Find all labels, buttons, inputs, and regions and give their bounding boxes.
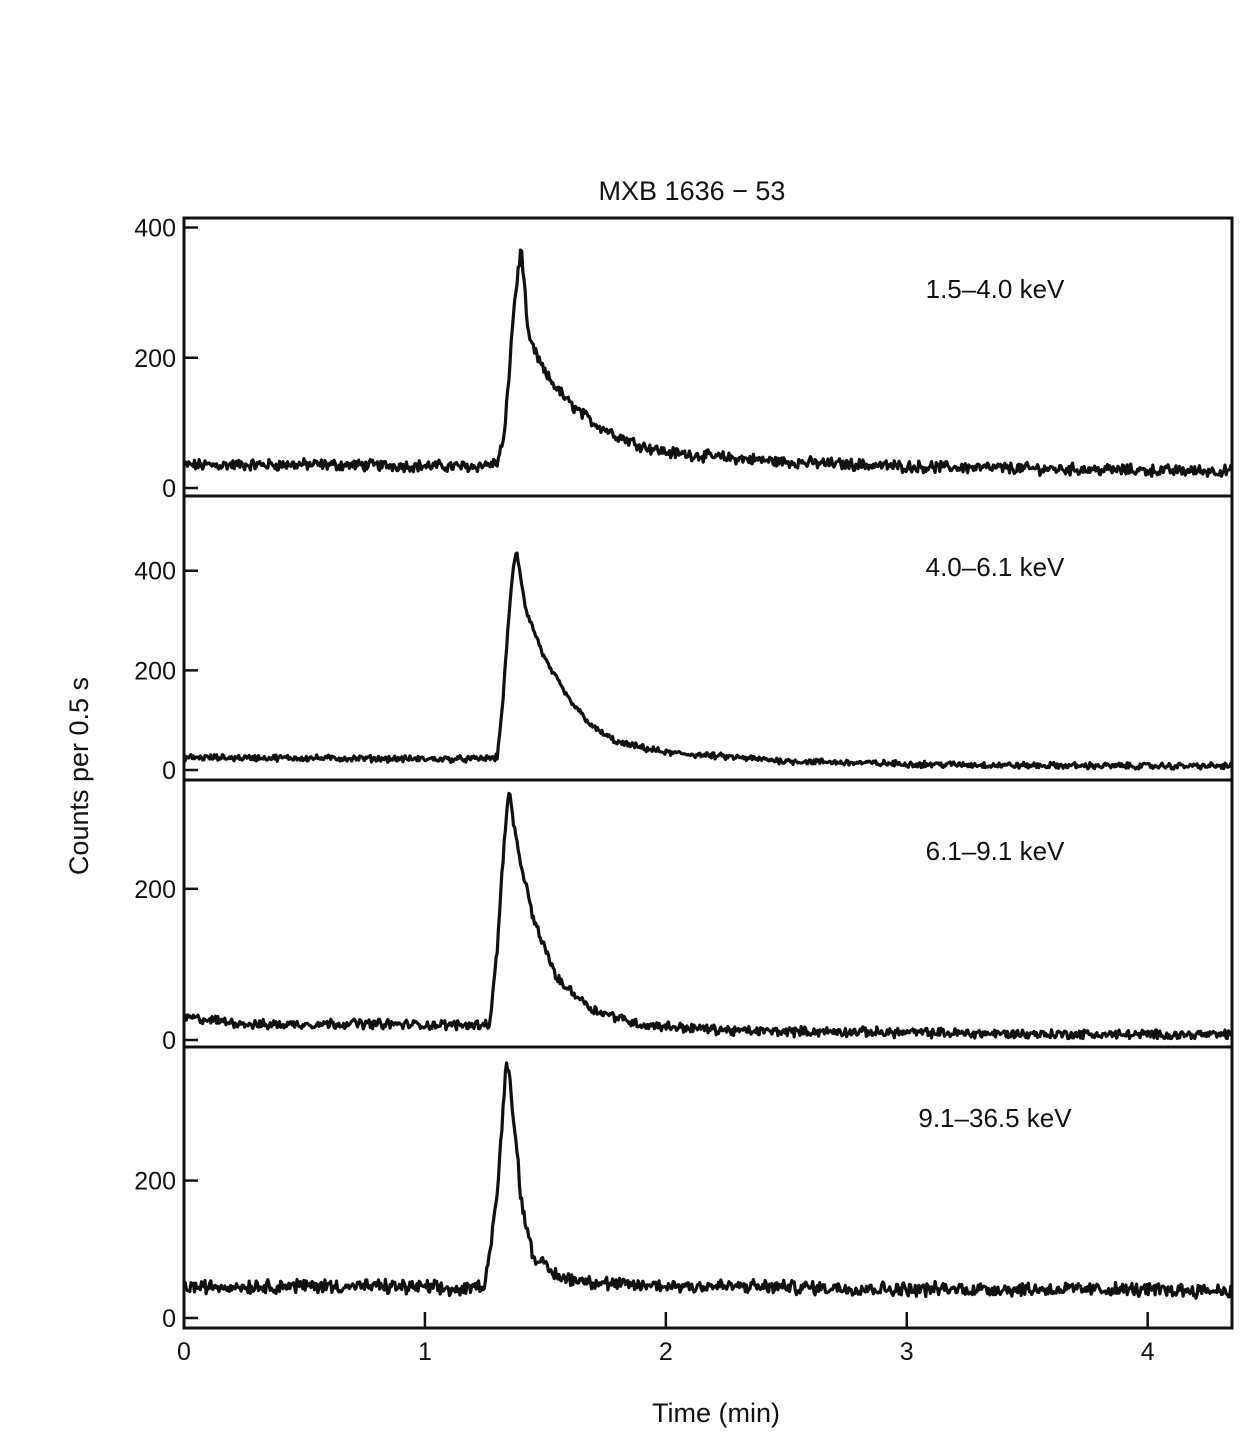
y-tick-label: 200 (134, 1168, 176, 1196)
panel-frame (182, 494, 1234, 782)
y-tick-label: 200 (134, 657, 176, 685)
y-tick-label: 400 (134, 558, 176, 586)
panel-2: 0 200 400 4.0–6.1 keV (134, 494, 1234, 785)
y-tick-label: 0 (162, 757, 176, 785)
panel-frame (182, 778, 1234, 1049)
x-tick-label: 4 (1141, 1338, 1155, 1366)
panel-3: 0 200 6.1–9.1 keV (134, 778, 1234, 1055)
y-tick-label: 200 (134, 345, 176, 373)
x-tick-label: 1 (418, 1338, 432, 1366)
series-line (182, 791, 1233, 1041)
panel-4: 0 200 9.1–36.5 keV (134, 1045, 1234, 1333)
y-tick-label: 0 (162, 475, 176, 503)
series-line (182, 551, 1234, 771)
energy-band-label: 9.1–36.5 keV (918, 1103, 1072, 1133)
y-tick-label: 200 (134, 876, 176, 904)
x-tick-label: 3 (900, 1338, 914, 1366)
x-tick-label: 2 (659, 1338, 673, 1366)
panels: 0 200 400 1.5–4.0 keV 0 200 400 4.0–6.1 keV 0 200… (134, 215, 1234, 1333)
panel-1: 0 200 400 1.5–4.0 keV (134, 215, 1234, 503)
panel-frame (182, 1045, 1234, 1330)
y-axis-title: Counts per 0.5 s (64, 677, 94, 875)
y-tick-label: 0 (162, 1027, 176, 1055)
x-axis-title: Time (min) (652, 1398, 780, 1428)
y-tick-label: 0 (162, 1305, 176, 1333)
x-axis: 0 1 2 3 4 (177, 1312, 1155, 1366)
energy-band-label: 6.1–9.1 keV (926, 836, 1065, 866)
series-line (182, 248, 1234, 478)
x-tick-label: 0 (177, 1338, 191, 1366)
energy-band-label: 1.5–4.0 keV (926, 274, 1065, 304)
chart-title: MXB 1636 − 53 (599, 176, 786, 206)
series-line (183, 1061, 1233, 1300)
energy-band-label: 4.0–6.1 keV (926, 552, 1065, 582)
y-tick-label: 400 (134, 215, 176, 243)
